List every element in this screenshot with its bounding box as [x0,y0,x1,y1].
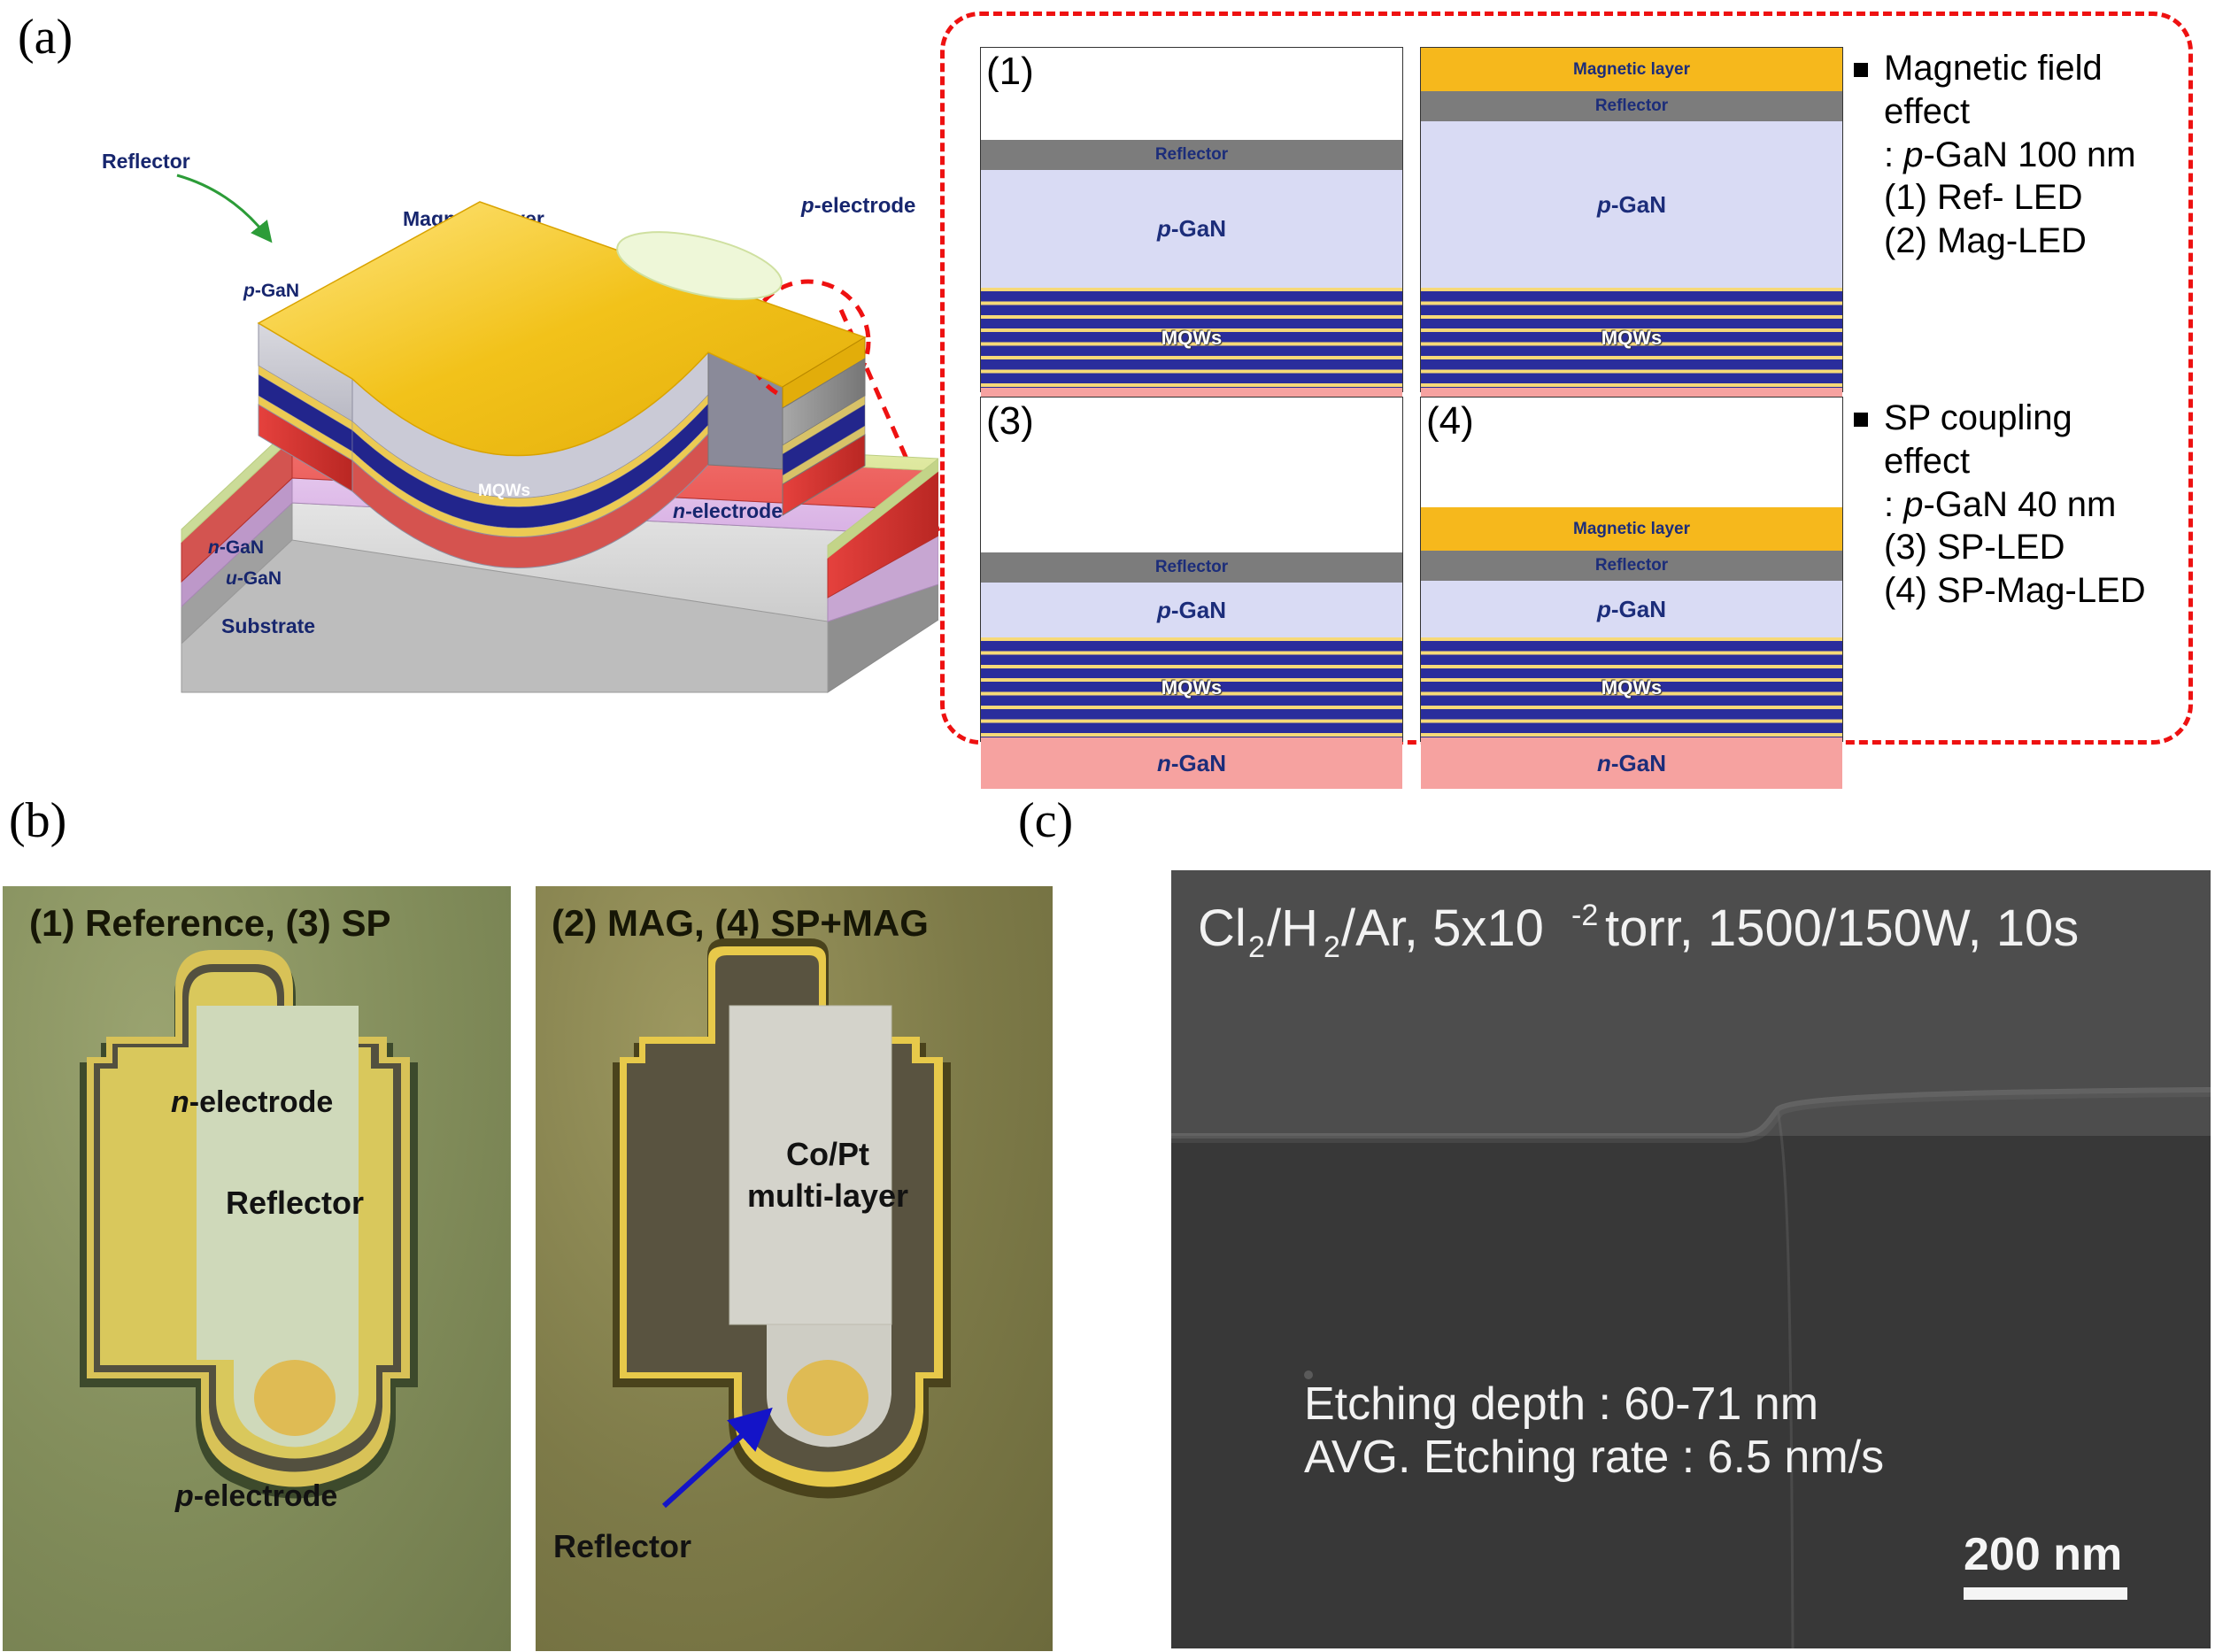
svg-text:Substrate: Substrate [221,614,315,637]
svg-text:multi-layer: multi-layer [747,1177,908,1214]
svg-text:p-GaN: p-GaN [243,281,299,301]
svg-text:Etching depth : 60-71 nm: Etching depth : 60-71 nm [1304,1378,1818,1430]
svg-text:/Ar, 5x10: /Ar, 5x10 [1341,899,1544,957]
svg-text:MQWs: MQWs [478,482,530,500]
svg-text:n-GaN: n-GaN [208,537,264,558]
svg-text:n-electrode: n-electrode [171,1085,333,1119]
svg-text:Reflector: Reflector [553,1528,691,1564]
svg-text:Co/Pt: Co/Pt [786,1136,869,1172]
svg-text:AVG. Etching rate : 6.5 nm/s: AVG. Etching rate : 6.5 nm/s [1304,1432,1884,1483]
svg-text:200 nm: 200 nm [1964,1529,2122,1580]
svg-text:u-GaN: u-GaN [226,568,282,589]
svg-text:torr, 1500/150W, 10s: torr, 1500/150W, 10s [1605,899,2079,957]
svg-text:/H: /H [1267,899,1318,957]
svg-text:-2: -2 [1571,899,1598,932]
svg-text:2: 2 [1324,930,1340,964]
svg-text:Cl: Cl [1198,899,1246,957]
svg-text:Reflector: Reflector [226,1185,364,1221]
svg-text:n-electrode: n-electrode [673,499,783,522]
svg-text:p-electrode: p-electrode [174,1479,337,1513]
svg-text:p-electrode: p-electrode [800,194,915,218]
svg-text:2: 2 [1248,930,1265,964]
svg-text:Reflector: Reflector [102,150,190,173]
